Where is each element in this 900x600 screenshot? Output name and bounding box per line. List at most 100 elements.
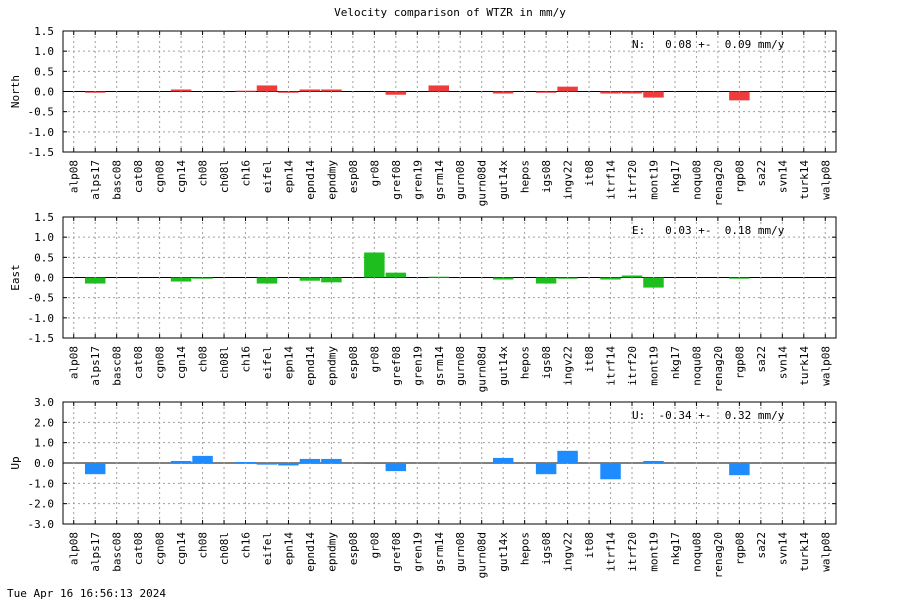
x-tick-label: walp08: [819, 532, 832, 572]
x-tick-label: noqu08: [690, 160, 703, 200]
panel-up: 3.0 2.0 1.0 0.0 -1.0 -2.0 -3.0 alp08 alps17 basc0…: [9, 396, 837, 578]
bar-itrf20: [621, 91, 643, 94]
x-tick-label: epnd14: [304, 532, 317, 572]
x-tick-label: renag20: [712, 346, 725, 392]
stats-annotation: N: 0.08 +- 0.09 mm/y: [632, 38, 785, 51]
bar-gut14x: [492, 457, 514, 463]
x-tick-label: basc08: [111, 532, 124, 572]
bar-igs08: [535, 91, 557, 93]
x-tick-label: igs08: [540, 532, 553, 565]
bar-epn14: [278, 463, 299, 466]
x-tick-label: gurn08: [454, 532, 467, 572]
x-tick-label: sa22: [755, 346, 768, 373]
bar-gref08: [385, 91, 407, 95]
x-tick-label: cat08: [132, 346, 145, 379]
bar-mont19: [643, 460, 664, 463]
bar-rgp08: [729, 91, 750, 101]
x-tick-label: gut14x: [497, 346, 510, 386]
bar-gref08: [385, 463, 407, 472]
bar-igs08: [535, 277, 557, 284]
bar-mont19: [643, 277, 664, 288]
x-tick-label: alps17: [89, 532, 102, 572]
x-tick-label: epndmy: [325, 532, 338, 572]
x-tick-label: alp08: [68, 346, 81, 379]
x-tick-label: mont19: [647, 532, 660, 572]
bar-cgn14: [170, 89, 192, 92]
x-tick-label: ch16: [240, 160, 253, 187]
x-tick-label: cgn14: [175, 160, 188, 193]
x-tick-label: hepos: [519, 532, 532, 565]
x-tick-label: gren19: [411, 160, 424, 200]
bar-epndmy: [321, 277, 342, 283]
x-tick-label: gurn08: [454, 346, 467, 386]
x-tick-label: alps17: [89, 346, 102, 386]
bar-cgn14: [170, 277, 192, 282]
x-tick-label: epn14: [282, 346, 295, 379]
x-tick-label: gr08: [368, 532, 381, 559]
x-tick-label: igs08: [540, 160, 553, 193]
x-tick-label: it08: [583, 532, 596, 559]
y-tick-label: -1.0: [28, 477, 55, 490]
x-tick-label: alp08: [68, 532, 81, 565]
x-tick-label: rgp08: [733, 532, 746, 565]
x-tick-label: gren19: [411, 346, 424, 386]
x-tick-label: it08: [583, 346, 596, 373]
x-tick-label: esp08: [347, 346, 360, 379]
x-tick-label: mont19: [647, 346, 660, 386]
x-tick-label: svn14: [776, 160, 789, 193]
bar-itrf14: [600, 463, 621, 480]
y-tick-label: 0.0: [34, 272, 54, 285]
x-tick-label: gref08: [390, 160, 403, 200]
x-tick-label: epn14: [282, 532, 295, 565]
x-tick-label: alps17: [89, 160, 102, 200]
x-tick-label: ch08: [197, 532, 210, 559]
x-tick-label: epndmy: [325, 346, 338, 386]
y-tick-label: 3.0: [34, 396, 54, 409]
y-tick-label: -3.0: [28, 518, 55, 531]
x-tick-label: walp08: [819, 346, 832, 386]
bar-igs08: [535, 463, 557, 475]
x-tick-label: gsrm14: [433, 346, 446, 386]
y-axis-label: Up: [9, 456, 22, 469]
panel-east: 1.5 1.0 0.5 0.0 -0.5 -1.0 -1.5 alp08 alps17 basc0…: [9, 211, 837, 392]
x-tick-label: cgn08: [154, 160, 167, 193]
x-tick-label: svn14: [776, 346, 789, 379]
x-tick-label: mont19: [647, 160, 660, 200]
x-tick-label: ch16: [240, 346, 253, 373]
x-tick-label: nkg17: [669, 346, 682, 379]
bar-rgp08: [729, 277, 750, 279]
bar-eifel: [256, 463, 278, 465]
y-tick-label: -0.5: [28, 292, 55, 305]
stats-annotation: E: 0.03 +- 0.18 mm/y: [632, 224, 785, 237]
bar-ch16: [235, 90, 256, 92]
y-tick-label: -1.5: [28, 146, 55, 159]
chart-title: Velocity comparison of WTZR in mm/y: [334, 6, 566, 19]
x-tick-label: cgn08: [154, 532, 167, 565]
x-tick-label: epn14: [282, 160, 295, 193]
panel-north: 1.5 1.0 0.5 0.0 -0.5 -1.0 -1.5 alp08 alps17 basc0…: [9, 25, 837, 206]
bar-ch08: [192, 277, 213, 279]
y-tick-label: 1.5: [34, 211, 54, 224]
x-tick-label: gurn08d: [476, 160, 489, 206]
bar-ch16: [235, 461, 256, 463]
x-tick-label: gurn08d: [476, 346, 489, 392]
y-tick-label: 0.0: [34, 86, 54, 99]
x-tick-label: basc08: [111, 160, 124, 200]
bar-gut14x: [492, 91, 514, 94]
y-tick-label: 1.0: [34, 231, 54, 244]
x-tick-label: igs08: [540, 346, 553, 379]
bar-gr08: [364, 252, 385, 278]
x-tick-label: ch16: [240, 532, 253, 559]
x-tick-label: svn14: [776, 532, 789, 565]
bar-gref08: [385, 272, 407, 278]
x-tick-label: gren19: [411, 532, 424, 572]
x-tick-label: nkg17: [669, 160, 682, 193]
bar-epnd14: [299, 89, 321, 92]
x-tick-label: gut14x: [497, 532, 510, 572]
bar-epndmy: [321, 458, 342, 463]
x-tick-label: itrf14: [605, 160, 618, 200]
x-tick-label: ch08l: [218, 532, 231, 565]
bar-gsrm14: [428, 85, 449, 92]
bar-gut14x: [492, 277, 514, 280]
